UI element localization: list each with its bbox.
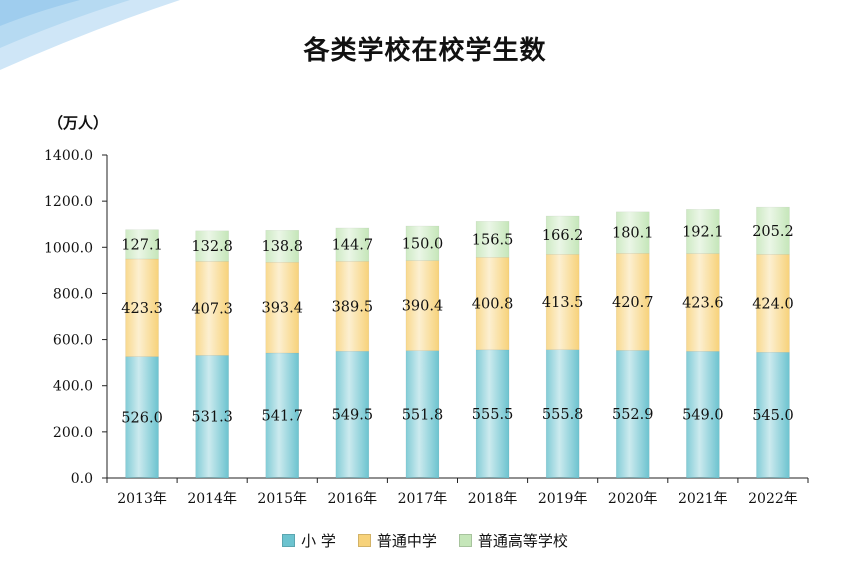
bar-segment (125, 229, 159, 260)
data-label: 541.7 (261, 409, 303, 425)
bar-segment (686, 351, 720, 479)
legend-item: 普通高等学校 (458, 530, 568, 551)
y-tick-label: 1400.0 (44, 148, 93, 164)
bar-segment (265, 229, 299, 263)
data-label: 180.1 (612, 226, 654, 242)
data-label: 549.0 (682, 408, 724, 424)
y-tick-label: 200.0 (53, 425, 93, 441)
data-label: 551.8 (402, 407, 444, 423)
legend-swatch (458, 534, 472, 547)
data-label: 424.0 (752, 296, 794, 312)
data-label: 389.5 (332, 299, 374, 315)
legend-item: 普通中学 (357, 530, 437, 551)
bar-segment (756, 254, 790, 353)
x-tick-label: 2020年 (608, 491, 658, 507)
data-label: 132.8 (191, 239, 233, 255)
data-label: 555.5 (472, 407, 514, 423)
y-tick-label: 400.0 (53, 379, 93, 395)
x-tick-label: 2021年 (678, 491, 728, 507)
x-tick-label: 2019年 (538, 491, 588, 507)
legend-label: 小 学 (301, 532, 336, 550)
bar-segment (475, 349, 510, 479)
legend-label: 普通高等学校 (477, 532, 568, 550)
data-label: 138.8 (261, 239, 303, 255)
bar-segment (545, 349, 580, 479)
data-label: 545.0 (752, 408, 794, 424)
data-label: 192.1 (682, 224, 724, 240)
data-labels: 526.0 423.3 127.1 531.3 407.3 132.8 541.7 393.4… (121, 224, 793, 427)
data-label: 393.4 (261, 301, 303, 317)
legend-swatch (357, 534, 371, 547)
bar-segment (125, 258, 159, 357)
y-tick-label: 800.0 (53, 286, 93, 302)
data-label: 552.9 (612, 407, 654, 423)
chart-title: 各类学校在校学生数 (303, 36, 547, 66)
data-label: 423.6 (682, 295, 724, 311)
bar-segment (616, 350, 650, 479)
x-tick-label: 2022年 (748, 491, 798, 507)
data-label: 526.0 (121, 410, 163, 426)
bar-segment (475, 257, 510, 351)
axes: 0.0 200.0 400.0 600.0 800.0 1000.0 1200.0 1400.… (44, 148, 809, 507)
bar-segment (265, 262, 299, 354)
bar-segment (195, 230, 229, 262)
x-tick-label: 2014年 (187, 491, 237, 507)
bar-segment (335, 227, 370, 262)
data-label: 423.3 (121, 301, 163, 317)
bar-segment (616, 253, 650, 351)
bar-segment (475, 221, 510, 258)
data-label: 549.5 (332, 408, 374, 424)
data-label: 531.3 (191, 410, 233, 426)
bar-segment (125, 356, 159, 479)
data-label: 413.5 (542, 295, 584, 311)
bar-segment (405, 350, 440, 479)
corner-decoration (0, 0, 180, 70)
data-label: 390.4 (402, 299, 444, 315)
bar-segment (195, 261, 229, 356)
data-label: 127.1 (121, 237, 163, 253)
data-label: 144.7 (332, 238, 374, 254)
bar-segment (756, 206, 790, 255)
y-tick-label: 600.0 (53, 333, 93, 349)
data-label: 166.2 (542, 228, 584, 244)
legend: 小 学 普通中学 普通高等学校 (0, 530, 850, 551)
bar-segment (405, 225, 440, 261)
x-tick-label: 2013年 (117, 491, 167, 507)
legend-swatch (282, 534, 296, 547)
y-axis-unit-label: （万人） (48, 114, 109, 132)
data-label: 400.8 (472, 297, 514, 313)
data-label: 150.0 (402, 236, 444, 252)
bar-segment (686, 253, 720, 352)
bar-segment (616, 211, 650, 254)
y-tick-label: 0.0 (71, 471, 93, 487)
bar-segment (545, 215, 580, 255)
bar-segment (265, 352, 299, 479)
bars (125, 206, 790, 479)
y-tick-label: 1000.0 (44, 240, 93, 256)
data-label: 205.2 (752, 224, 794, 240)
bar-segment (335, 350, 370, 479)
bar-segment (545, 254, 580, 351)
x-tick-label: 2018年 (468, 491, 518, 507)
y-tick-label: 1200.0 (44, 194, 93, 210)
bar-segment (335, 261, 370, 352)
data-label: 555.8 (542, 407, 584, 423)
data-label: 407.3 (191, 301, 233, 317)
x-tick-label: 2016年 (328, 491, 378, 507)
legend-item: 小 学 (282, 530, 336, 551)
x-tick-label: 2015年 (257, 491, 307, 507)
x-tick-label: 2017年 (398, 491, 448, 507)
bar-segment (405, 260, 440, 351)
legend-label: 普通中学 (376, 532, 437, 550)
data-label: 420.7 (612, 295, 654, 311)
bar-segment (195, 355, 229, 479)
bar-segment (686, 209, 720, 254)
data-label: 156.5 (472, 232, 514, 248)
